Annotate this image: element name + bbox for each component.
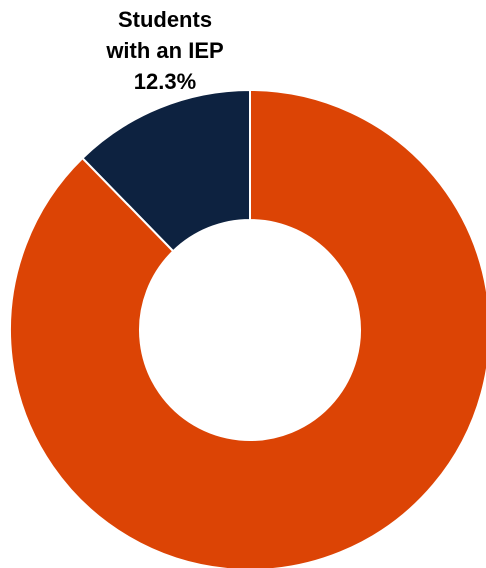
slice-label-line: with an IEP — [105, 38, 223, 63]
slice-label-line: 12.3% — [134, 69, 196, 94]
slice-label-line: Students — [118, 7, 212, 32]
slice-label-0: Students with an IEP 12.3% — [105, 7, 223, 94]
donut-slice-0 — [81, 88, 251, 253]
donut-slice-1 — [9, 88, 486, 568]
